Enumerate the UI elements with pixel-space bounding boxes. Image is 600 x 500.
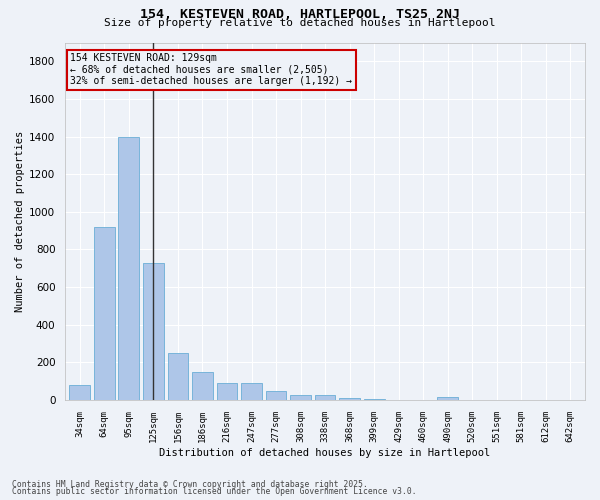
Bar xyxy=(364,399,385,400)
Bar xyxy=(339,398,360,400)
Bar xyxy=(217,384,238,400)
Text: 154 KESTEVEN ROAD: 129sqm
← 68% of detached houses are smaller (2,505)
32% of se: 154 KESTEVEN ROAD: 129sqm ← 68% of detac… xyxy=(70,53,352,86)
X-axis label: Distribution of detached houses by size in Hartlepool: Distribution of detached houses by size … xyxy=(160,448,491,458)
Bar xyxy=(143,262,164,400)
Y-axis label: Number of detached properties: Number of detached properties xyxy=(15,130,25,312)
Bar xyxy=(266,391,286,400)
Bar xyxy=(290,396,311,400)
Text: Size of property relative to detached houses in Hartlepool: Size of property relative to detached ho… xyxy=(104,18,496,28)
Text: 154, KESTEVEN ROAD, HARTLEPOOL, TS25 2NJ: 154, KESTEVEN ROAD, HARTLEPOOL, TS25 2NJ xyxy=(140,8,460,20)
Bar xyxy=(70,384,90,400)
Bar xyxy=(118,136,139,400)
Bar xyxy=(314,394,335,400)
Bar xyxy=(241,384,262,400)
Bar xyxy=(94,227,115,400)
Bar xyxy=(437,396,458,400)
Bar xyxy=(167,354,188,400)
Text: Contains HM Land Registry data © Crown copyright and database right 2025.: Contains HM Land Registry data © Crown c… xyxy=(12,480,368,489)
Text: Contains public sector information licensed under the Open Government Licence v3: Contains public sector information licen… xyxy=(12,487,416,496)
Bar xyxy=(192,372,213,400)
